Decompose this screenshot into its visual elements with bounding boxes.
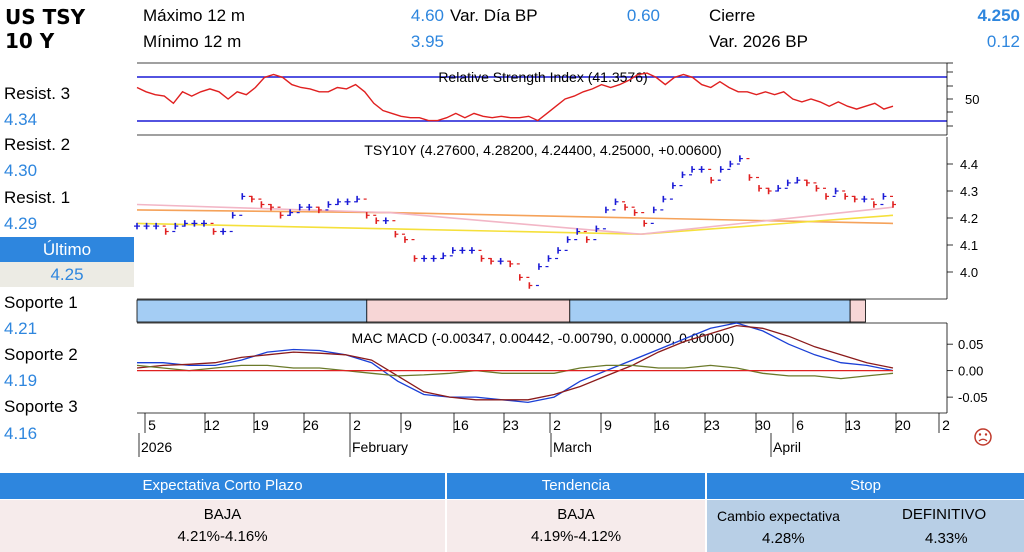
macd-pane: MAC MACD (-0.00347, 0.00442, -0.00790, 0… bbox=[136, 322, 988, 413]
cierre-value: 4.250 bbox=[977, 6, 1020, 25]
x-month-label: February bbox=[352, 439, 408, 455]
x-month-label: April bbox=[773, 439, 801, 455]
resist-1-label: Resist. 1 bbox=[4, 188, 71, 207]
stop-header: Stop bbox=[707, 473, 1024, 499]
max-12m-label: Máximo 12 m bbox=[143, 6, 246, 25]
resist-2-label: Resist. 2 bbox=[4, 135, 71, 154]
price-tick-label: 4.3 bbox=[960, 184, 978, 199]
tendencia-range: 4.19%-4.12% bbox=[530, 528, 622, 545]
min-12m-value: 3.95 bbox=[410, 32, 444, 51]
sad-face-icon bbox=[974, 428, 992, 446]
cierre-label: Cierre bbox=[709, 6, 756, 25]
rsi-pane: Relative Strength Index (41.3576) 50 bbox=[136, 62, 979, 136]
moving-average-line bbox=[136, 214, 894, 236]
corto-plazo-range: 4.21%-4.16% bbox=[177, 528, 268, 545]
var-2026-value: 0.12 bbox=[986, 32, 1020, 51]
ultimo-value: 4.25 bbox=[0, 262, 134, 287]
corto-plazo-header: Expectativa Corto Plazo bbox=[0, 473, 445, 499]
x-month-label: March bbox=[553, 439, 592, 455]
price-title: TSY10Y (4.27600, 4.28200, 4.24400, 4.250… bbox=[364, 142, 721, 158]
x-day-tick-label: 2 bbox=[942, 417, 950, 433]
macd-line bbox=[136, 364, 894, 380]
x-day-tick-label: 5 bbox=[148, 417, 156, 433]
soporte-1-value: 4.21 bbox=[4, 319, 38, 338]
macd-tick-label: -0.05 bbox=[958, 390, 988, 405]
trend-band-segment bbox=[366, 299, 571, 323]
x-month-label: 2026 bbox=[141, 439, 172, 455]
macd-line bbox=[137, 322, 894, 404]
x-day-tick-label: 16 bbox=[453, 417, 469, 433]
x-day-tick-label: 19 bbox=[253, 417, 269, 433]
var-dia-value: 0.60 bbox=[626, 6, 660, 25]
stop-cambio-value: 4.28% bbox=[762, 530, 805, 547]
tendencia-direction: BAJA bbox=[557, 506, 595, 523]
tendencia-cell: BAJA 4.19%-4.12% bbox=[447, 500, 705, 552]
price-tick-label: 4.4 bbox=[960, 157, 978, 172]
corto-plazo-cell: BAJA 4.21%-4.16% bbox=[0, 500, 445, 552]
resist-1-value: 4.29 bbox=[4, 214, 38, 233]
macd-tick-label: 0.05 bbox=[958, 337, 983, 352]
x-day-tick-label: 30 bbox=[755, 417, 771, 433]
soporte-2-value: 4.19 bbox=[4, 371, 38, 390]
x-day-tick-label: 26 bbox=[303, 417, 319, 433]
corto-plazo-direction: BAJA bbox=[203, 506, 242, 523]
trend-band-segment bbox=[849, 299, 866, 323]
price-tick-label: 4.0 bbox=[960, 265, 978, 280]
rsi-title: Relative Strength Index (41.3576) bbox=[438, 69, 647, 85]
resist-3-value: 4.34 bbox=[4, 110, 38, 129]
x-day-tick-label: 23 bbox=[704, 417, 720, 433]
x-day-tick-label: 9 bbox=[404, 417, 412, 433]
ultimo-label: Último bbox=[0, 237, 134, 262]
resist-3-label: Resist. 3 bbox=[4, 84, 71, 103]
trend-band-segment bbox=[136, 299, 368, 323]
var-2026-label: Var. 2026 BP bbox=[709, 32, 808, 51]
x-day-tick-label: 13 bbox=[845, 417, 861, 433]
soporte-1-label: Soporte 1 bbox=[4, 293, 78, 312]
price-tick-label: 4.2 bbox=[960, 211, 978, 226]
chart-area: Relative Strength Index (41.3576) 50 TSY… bbox=[134, 62, 992, 457]
stop-cambio-label: Cambio expectativa bbox=[717, 508, 840, 524]
macd-line bbox=[136, 324, 894, 401]
stop-definitivo-value: 4.33% bbox=[925, 530, 968, 547]
var-dia-label: Var. Día BP bbox=[450, 6, 538, 25]
soporte-2-label: Soporte 2 bbox=[4, 345, 78, 364]
soporte-3-value: 4.16 bbox=[4, 424, 38, 443]
trend-band bbox=[136, 299, 866, 323]
stop-cell: Cambio expectativa DEFINITIVO 4.28% 4.33… bbox=[707, 500, 1024, 552]
max-12m-value: 4.60 bbox=[410, 6, 444, 25]
moving-average-line bbox=[136, 209, 894, 225]
x-day-tick-label: 9 bbox=[604, 417, 612, 433]
min-12m-label: Mínimo 12 m bbox=[143, 32, 242, 51]
x-day-tick-label: 16 bbox=[654, 417, 670, 433]
moving-average-line bbox=[136, 203, 894, 236]
rsi-line bbox=[136, 72, 894, 122]
x-day-tick-label: 6 bbox=[796, 417, 804, 433]
x-day-tick-label: 20 bbox=[895, 417, 911, 433]
stop-definitivo-label: DEFINITIVO bbox=[902, 506, 987, 523]
macd-tick-label: 0.00 bbox=[958, 364, 983, 379]
x-day-tick-label: 2 bbox=[353, 417, 361, 433]
macd-title: MAC MACD (-0.00347, 0.00442, -0.00790, 0… bbox=[352, 330, 735, 346]
soporte-3-label: Soporte 3 bbox=[4, 397, 78, 416]
rsi-tick-50: 50 bbox=[965, 92, 979, 107]
instrument-title: US TSY bbox=[5, 5, 86, 29]
x-day-tick-label: 2 bbox=[553, 417, 561, 433]
trend-band-segment bbox=[569, 299, 851, 323]
x-day-tick-label: 12 bbox=[204, 417, 220, 433]
price-pane: TSY10Y (4.27600, 4.28200, 4.24400, 4.250… bbox=[134, 137, 978, 300]
x-day-tick-label: 23 bbox=[503, 417, 519, 433]
instrument-tenor: 10 Y bbox=[5, 29, 55, 53]
price-tick-label: 4.1 bbox=[960, 238, 978, 253]
x-axis: 5 12 19 26 2 9 16 23 2 9 16 23 30 6 13 20 2 2026 February M… bbox=[137, 412, 950, 457]
tendencia-header: Tendencia bbox=[447, 473, 705, 499]
resist-2-value: 4.30 bbox=[4, 161, 38, 180]
